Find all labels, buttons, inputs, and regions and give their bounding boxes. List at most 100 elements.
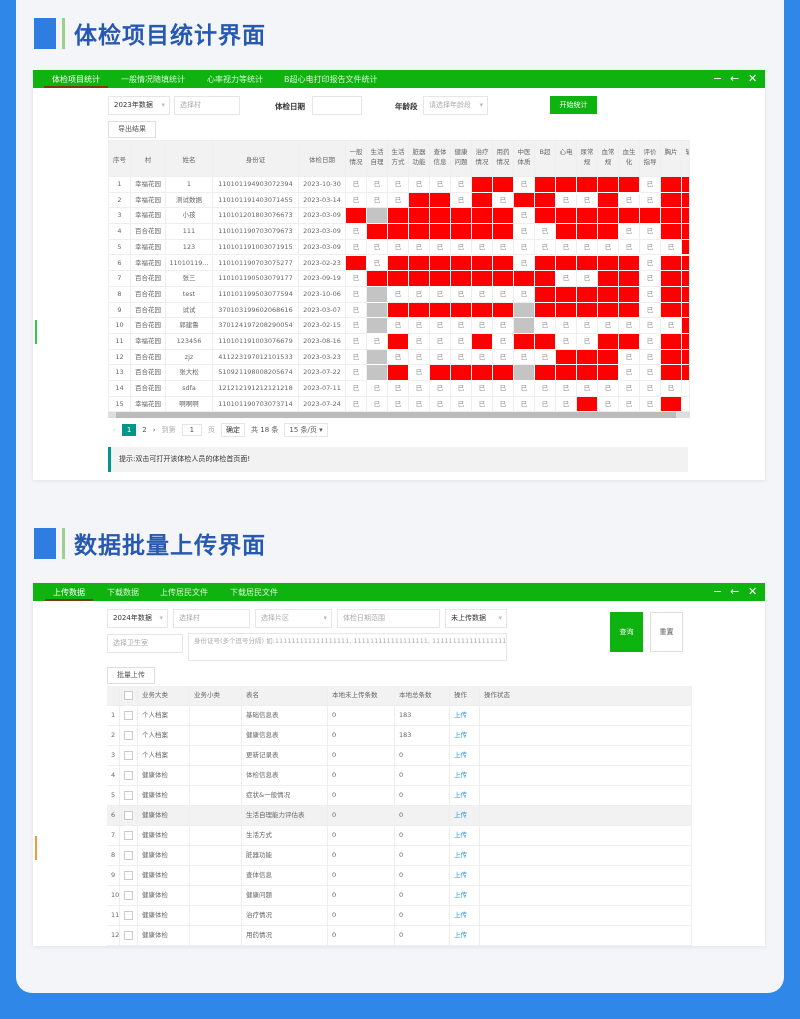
upload-link[interactable]: 上传 xyxy=(450,866,480,886)
back-icon[interactable]: ← xyxy=(730,585,740,598)
table-row[interactable]: 12 健康体检 用药情况 0 0 上传 xyxy=(107,926,692,946)
table-cell: 123 xyxy=(166,239,213,256)
row-checkbox[interactable] xyxy=(124,830,133,840)
section-heading-stats: 体检项目统计界面 xyxy=(34,16,266,50)
upload-link[interactable]: 上传 xyxy=(450,906,480,926)
age-select[interactable]: 请选择年龄段 xyxy=(423,96,488,115)
table-row[interactable]: 12 百合花园 zjz 411223197012101533 2023-03-23 已已已… xyxy=(109,349,689,366)
upload-link[interactable]: 上传 xyxy=(450,926,480,946)
tab-general[interactable]: 一般情况随填统计 xyxy=(121,75,185,84)
horizontal-scrollbar[interactable] xyxy=(108,412,690,418)
table-row[interactable]: 15 幸福花园 啊啊啊 110101190703073714 2023-07-24 已已已… xyxy=(109,396,689,411)
exam-stats-table[interactable]: 序号村姓名 身份证 体检日期 一般情况 生活自理 生活方式 脏器功能 查体信息 健康问题 治疗情况… xyxy=(108,140,690,412)
minimize-icon[interactable]: − xyxy=(713,72,723,85)
back-icon[interactable]: ← xyxy=(730,72,740,85)
upload-link[interactable]: 上传 xyxy=(450,826,480,846)
upload-link[interactable]: 上传 xyxy=(450,806,480,826)
table-row[interactable]: 7 百合花园 张三 110101190503079177 2023-09-19 已已已已 xyxy=(109,271,689,287)
table-row[interactable]: 11 健康体检 治疗情况 0 0 上传 xyxy=(107,906,692,926)
tab-upload-data[interactable]: 上传数据 xyxy=(45,588,93,601)
query-button[interactable]: 查询 xyxy=(610,612,643,652)
tab-upload-resident-files[interactable]: 上传居民文件 xyxy=(160,588,208,597)
row-checkbox[interactable] xyxy=(124,770,133,780)
upload-link[interactable]: 上传 xyxy=(450,726,480,746)
row-checkbox[interactable] xyxy=(124,910,133,920)
minimize-icon[interactable]: − xyxy=(713,585,723,598)
goto-page-input[interactable]: 1 xyxy=(181,424,203,436)
table-row[interactable]: 8 百合花园 test 110101199503077594 2023-10-06 已已已… xyxy=(109,286,689,303)
id-number-textarea[interactable]: 身份证号(多个逗号分隔) 如:111111111111111111, 11111… xyxy=(188,633,507,661)
upload-link[interactable]: 上传 xyxy=(450,846,480,866)
table-row[interactable]: 5 健康体检 症状&一般情况 0 0 上传 xyxy=(107,786,692,806)
year-select[interactable]: 2024年数据 xyxy=(107,609,168,628)
table-row[interactable]: 3 幸福花园 小孩 110101201803076673 2023-03-09 已 xyxy=(109,208,689,225)
table-row[interactable]: 2 幸福花园 测试数据 110101191403071455 2023-03-14 已已已… xyxy=(109,192,689,209)
upload-link[interactable]: 上传 xyxy=(450,786,480,806)
upload-link[interactable]: 上传 xyxy=(450,886,480,906)
next-page-icon[interactable]: › xyxy=(152,426,156,434)
table-row[interactable]: 1 幸福花园 1 110101194903072394 2023-10-30 已已已已已已… xyxy=(109,177,689,193)
table-row[interactable]: 8 健康体检 脏器功能 0 0 上传 xyxy=(107,846,692,866)
row-checkbox[interactable] xyxy=(124,930,133,940)
table-row[interactable]: 10 健康体检 健康问题 0 0 上传 xyxy=(107,886,692,906)
table-row[interactable]: 3 个人档案 更新记录表 0 0 上传 xyxy=(107,746,692,766)
batch-upload-button[interactable]: 批量上传 xyxy=(107,667,155,684)
upload-link[interactable]: 上传 xyxy=(450,766,480,786)
reset-button[interactable]: 重置 xyxy=(650,612,683,652)
select-all-checkbox[interactable] xyxy=(124,690,133,700)
page-1-button[interactable]: 1 xyxy=(121,424,137,436)
close-icon[interactable]: ✕ xyxy=(748,585,758,598)
row-checkbox[interactable] xyxy=(124,810,133,820)
prev-page-icon[interactable]: ‹ xyxy=(113,426,116,434)
village-input[interactable]: 选择村 xyxy=(173,609,250,628)
table-row[interactable]: 1 个人档案 基础信息表 0 183 上传 xyxy=(107,706,692,726)
date-range-input[interactable]: 体检日期范围 xyxy=(337,609,440,628)
table-cell xyxy=(120,786,138,806)
clinic-input[interactable]: 选择卫生室 xyxy=(107,634,183,653)
tab-download-data[interactable]: 下载数据 xyxy=(107,588,139,597)
row-checkbox[interactable] xyxy=(124,790,133,800)
table-row[interactable]: 9 百合花园 试试 370103199602068616 2023-03-07 已已 xyxy=(109,302,689,319)
row-checkbox[interactable] xyxy=(124,730,133,740)
status-cell-done: 已 xyxy=(619,239,640,256)
table-row[interactable]: 6 健康体检 生活自理能力评估表 0 0 上传 xyxy=(107,806,692,826)
upload-link[interactable]: 上传 xyxy=(450,746,480,766)
status-cell-missing xyxy=(598,177,619,193)
row-checkbox[interactable] xyxy=(124,870,133,880)
table-row[interactable]: 2 个人档案 健康信息表 0 183 上传 xyxy=(107,726,692,746)
exam-date-input[interactable] xyxy=(312,96,362,115)
page-size-select[interactable]: 15 条/页 ▾ xyxy=(284,423,328,437)
row-checkbox[interactable] xyxy=(124,710,133,720)
table-row[interactable]: 6 幸福花园 11010119... 110101190703075277 2023-0… xyxy=(109,255,689,272)
tab-download-resident-files[interactable]: 下载居民文件 xyxy=(230,588,278,597)
table-row[interactable]: 10 百合花园 郭建鲁 370124197208290054 2023-02-15 已已已… xyxy=(109,318,689,334)
tab-exam-items[interactable]: 体检项目统计 xyxy=(44,75,108,88)
tab-bultrasound-ecg[interactable]: B超心电打印报告文件统计 xyxy=(284,75,378,84)
table-row[interactable]: 11 幸福花园 123456 110101191003076679 2023-08-16… xyxy=(109,334,689,350)
table-row[interactable]: 4 百合花园 111 110101190703079673 2023-03-09 已已已已… xyxy=(109,224,689,240)
status-cell-missing xyxy=(556,302,577,319)
table-row[interactable]: 4 健康体检 体检信息表 0 0 上传 xyxy=(107,766,692,786)
table-row[interactable]: 5 幸福花园 123 110101191003071915 2023-03-09 已已已已… xyxy=(109,239,689,256)
year-select[interactable]: 2023年数据 xyxy=(108,96,170,115)
tab-heart-vision[interactable]: 心率视力等统计 xyxy=(207,75,263,84)
row-checkbox[interactable] xyxy=(124,850,133,860)
table-row[interactable]: 7 健康体检 生活方式 0 0 上传 xyxy=(107,826,692,846)
page-2-button[interactable]: 2 xyxy=(142,426,147,434)
close-icon[interactable]: ✕ xyxy=(748,72,758,85)
table-row[interactable]: 14 百合花园 sdfa 121212191212121218 2023-07-11 已已… xyxy=(109,381,689,397)
status-cell-done: 已 xyxy=(640,365,661,382)
village-input[interactable]: 选择村 xyxy=(174,96,240,115)
export-button[interactable]: 导出结果 xyxy=(108,121,156,138)
start-stats-button[interactable]: 开始统计 xyxy=(550,96,597,114)
upload-link[interactable]: 上传 xyxy=(450,706,480,726)
row-checkbox[interactable] xyxy=(124,750,133,760)
area-select[interactable]: 选择片区 xyxy=(255,609,332,628)
upload-status-select[interactable]: 未上传数据 xyxy=(445,609,507,628)
row-checkbox[interactable] xyxy=(124,890,133,900)
goto-confirm-button[interactable]: 确定 xyxy=(221,423,246,437)
table-row[interactable]: 13 百合花园 张大松 510921198008205674 2023-07-22 已已已… xyxy=(109,365,689,382)
table-row[interactable]: 9 健康体检 查体信息 0 0 上传 xyxy=(107,866,692,886)
column-header: 村 xyxy=(131,141,166,177)
status-cell-not-applicable xyxy=(367,208,388,225)
